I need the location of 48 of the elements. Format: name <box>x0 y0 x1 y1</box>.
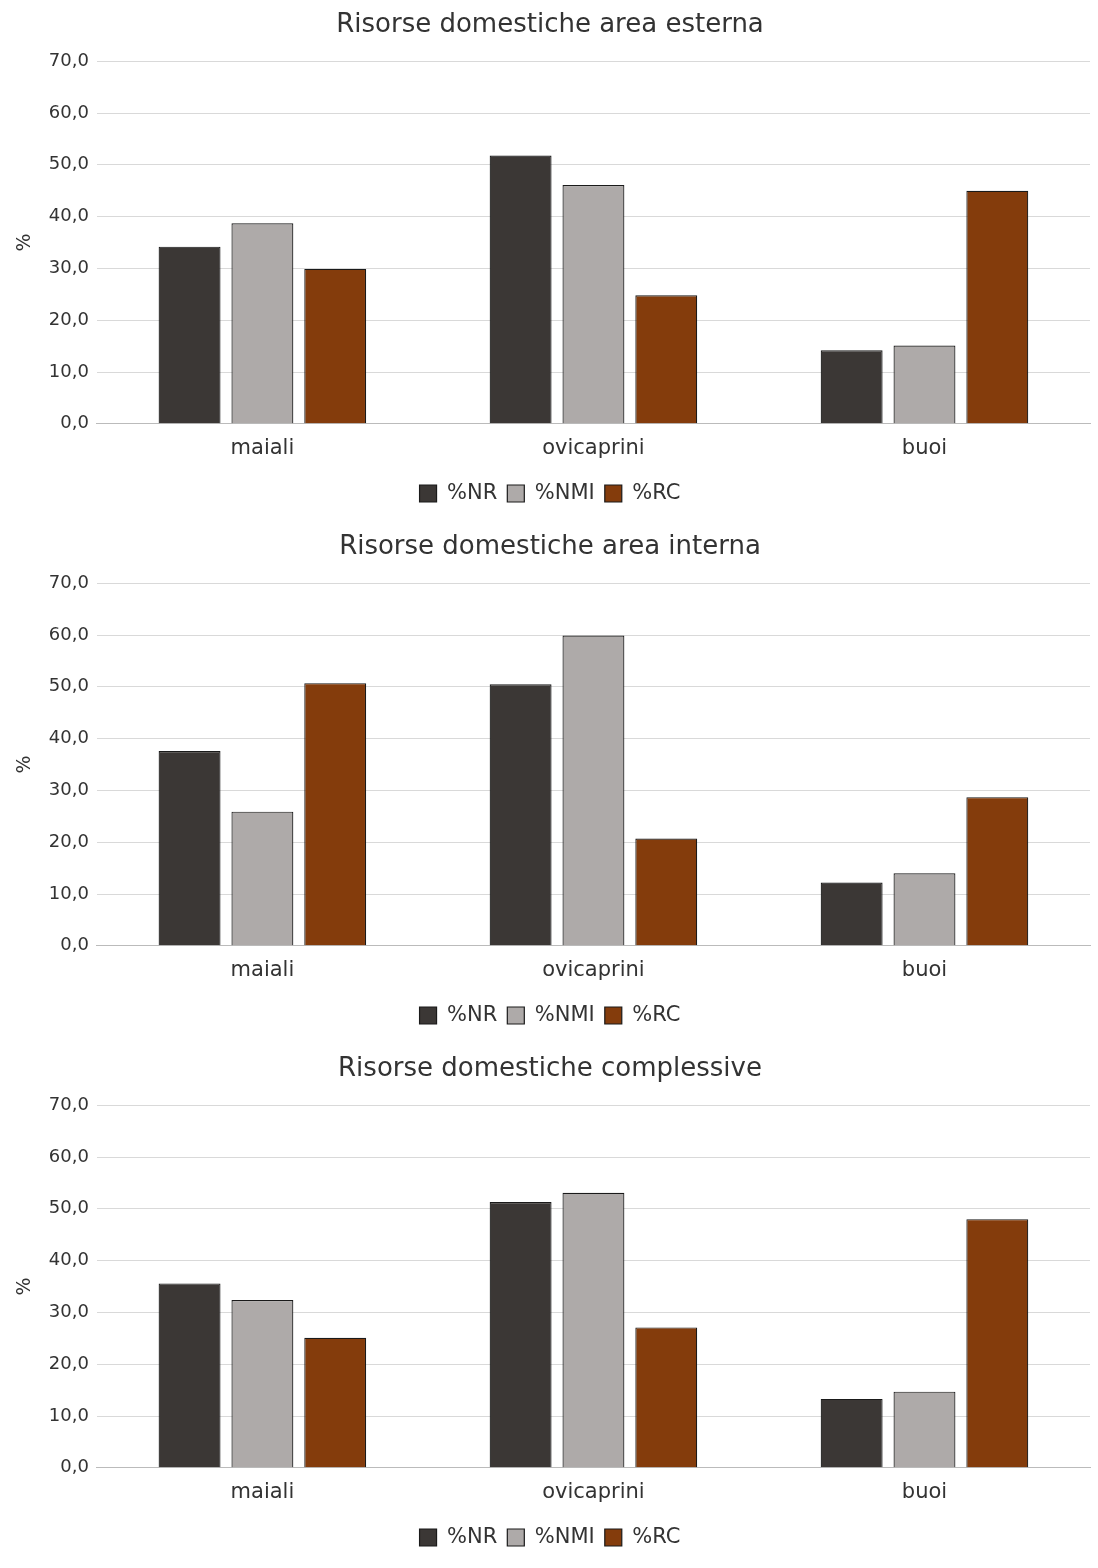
y-tick-label: 70,0 <box>48 1092 89 1114</box>
x-tick-label: buoi <box>901 956 948 981</box>
y-axis-title: % <box>12 233 35 252</box>
y-tick-label: 10,0 <box>48 881 89 903</box>
legend-label: %NMI <box>534 479 595 504</box>
y-tick-label: 10,0 <box>48 359 89 381</box>
chart-title: Risorse domestiche area esterna <box>336 8 764 39</box>
x-tick-label: ovicaprini <box>542 956 645 981</box>
y-tick-label: 40,0 <box>48 1248 89 1270</box>
x-tick-label: ovicaprini <box>542 1478 645 1503</box>
y-tick-label: 0,0 <box>60 1455 89 1477</box>
y-tick-label: 0,0 <box>60 933 89 955</box>
x-tick-label: buoi <box>901 1478 948 1503</box>
y-tick-label: 70,0 <box>48 570 89 592</box>
x-tick-label: maiali <box>230 434 295 459</box>
legend-label: %RC <box>632 1001 681 1026</box>
y-tick-label: 30,0 <box>48 1300 89 1322</box>
y-tick-label: 40,0 <box>48 204 89 226</box>
y-tick-label: 70,0 <box>48 48 89 70</box>
legend-label: %NR <box>447 479 498 504</box>
legend-label: %NMI <box>534 1523 595 1548</box>
legend-label: %NR <box>447 1001 498 1026</box>
chart-title: Risorse domestiche area interna <box>339 530 761 561</box>
y-tick-label: 30,0 <box>48 778 89 800</box>
y-tick-label: 0,0 <box>60 411 89 433</box>
x-tick-label: maiali <box>230 1478 295 1503</box>
y-tick-label: 60,0 <box>48 622 89 644</box>
legend-label: %RC <box>632 1523 681 1548</box>
x-tick-label: maiali <box>230 956 295 981</box>
y-tick-label: 10,0 <box>48 1403 89 1425</box>
y-tick-label: 20,0 <box>48 1351 89 1373</box>
y-axis-title: % <box>12 755 35 774</box>
y-tick-label: 20,0 <box>48 307 89 329</box>
y-tick-label: 50,0 <box>48 1196 89 1218</box>
y-tick-label: 30,0 <box>48 256 89 278</box>
y-tick-label: 60,0 <box>48 1144 89 1166</box>
y-axis-title: % <box>12 1277 35 1296</box>
y-tick-label: 40,0 <box>48 726 89 748</box>
legend-label: %RC <box>632 479 681 504</box>
y-tick-label: 20,0 <box>48 829 89 851</box>
y-tick-label: 50,0 <box>48 152 89 174</box>
x-tick-label: ovicaprini <box>542 434 645 459</box>
x-tick-label: buoi <box>901 434 948 459</box>
y-tick-label: 60,0 <box>48 100 89 122</box>
legend-label: %NMI <box>534 1001 595 1026</box>
y-tick-label: 50,0 <box>48 674 89 696</box>
legend-label: %NR <box>447 1523 498 1548</box>
chart-title: Risorse domestiche complessive <box>338 1052 762 1083</box>
